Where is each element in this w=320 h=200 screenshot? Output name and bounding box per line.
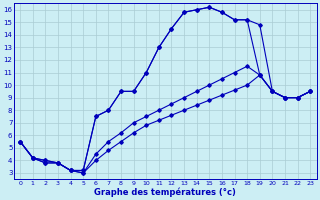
X-axis label: Graphe des températures (°c): Graphe des températures (°c) [94, 187, 236, 197]
